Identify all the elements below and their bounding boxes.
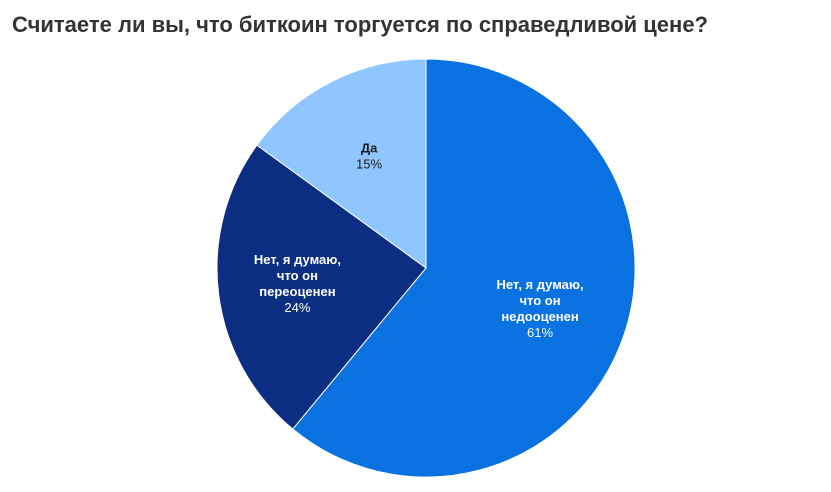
slice-name-label: переоценен	[259, 284, 335, 299]
slice-label: Нет, я думаю, что он переоценен 24%	[254, 252, 341, 315]
slice-name-label: Да	[361, 140, 378, 155]
slice-name-label: что он	[277, 268, 318, 283]
chart-title: Считаете ли вы, что биткоин торгуется по…	[12, 12, 708, 37]
pie-slice	[216, 144, 427, 430]
slice-label: Нет, я думаю, что он недооценен 61%	[496, 277, 583, 340]
slice-value-label: 61%	[527, 325, 553, 340]
slice-name-label: что он	[520, 293, 561, 308]
slice-value-label: 15%	[356, 156, 382, 171]
slice-label: Да 15%	[356, 140, 382, 171]
pie-slice	[256, 58, 427, 269]
slice-name-label: Нет, я думаю,	[496, 277, 583, 292]
slice-name-label: недооценен	[501, 309, 578, 324]
slice-value-label: 24%	[284, 300, 310, 315]
pie-slice	[292, 58, 636, 478]
slice-name-label: Нет, я думаю,	[254, 252, 341, 267]
